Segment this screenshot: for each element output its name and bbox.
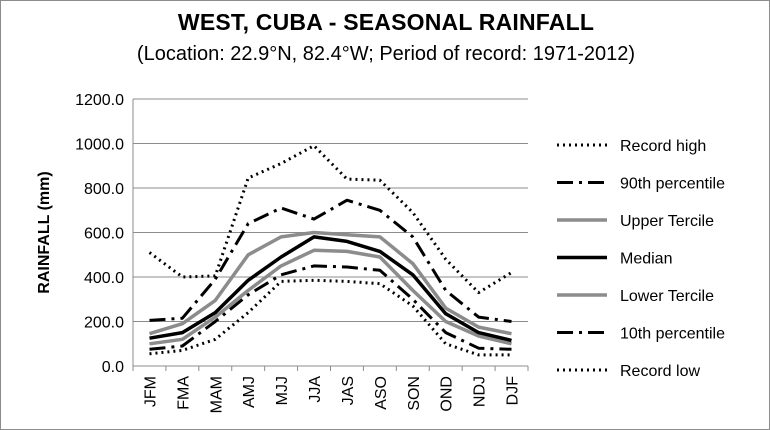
legend-label: 10th percentile [620,326,725,343]
series-line-record-high [148,144,513,295]
x-tick-label: JFM [142,376,159,407]
chart-subtitle: (Location: 22.9°N, 82.4°W; Period of rec… [136,43,636,65]
x-tick-label: AMJ [241,376,258,408]
y-tick-label: 200.0 [84,315,124,332]
series-line-record-low [149,278,512,357]
y-tick-label: 0.0 [102,359,124,376]
legend-label: Record high [620,138,706,155]
legend-label: Median [620,251,672,268]
y-axis-title: RAINFALL (mm) [36,171,53,293]
legend-label: Upper Tercile [620,213,714,230]
x-tick-label: MJJ [274,376,291,405]
y-tick-label: 1000.0 [75,137,124,154]
series-line-upper-tercile [148,230,512,336]
x-tick-label: JAS [340,376,357,405]
x-tick-label: MAM [208,376,225,413]
legend-label: 90th percentile [620,176,725,193]
y-tick-label: 600.0 [84,226,124,243]
x-tick-label: SON [406,376,423,411]
x-tick-label: OND [439,376,456,412]
x-tick-label: NDJ [472,376,489,407]
y-tick-label: 1200.0 [75,92,124,109]
y-tick-label: 400.0 [84,270,124,287]
x-tick-label: FMA [175,376,192,410]
legend-label: Lower Tercile [620,288,714,305]
x-tick-label: DJF [505,376,522,406]
y-tick-label: 800.0 [84,181,124,198]
series-line-90th-percentile [149,198,512,323]
x-tick-label: ASO [373,376,390,410]
series-line-10th-percentile [149,264,512,351]
legend-label: Record low [620,363,700,380]
chart-title: WEST, CUBA - SEASONAL RAINFALL [177,9,595,35]
series-line-median [149,235,512,343]
series-line-lower-tercile [149,248,512,346]
x-tick-label: JJA [307,376,324,403]
